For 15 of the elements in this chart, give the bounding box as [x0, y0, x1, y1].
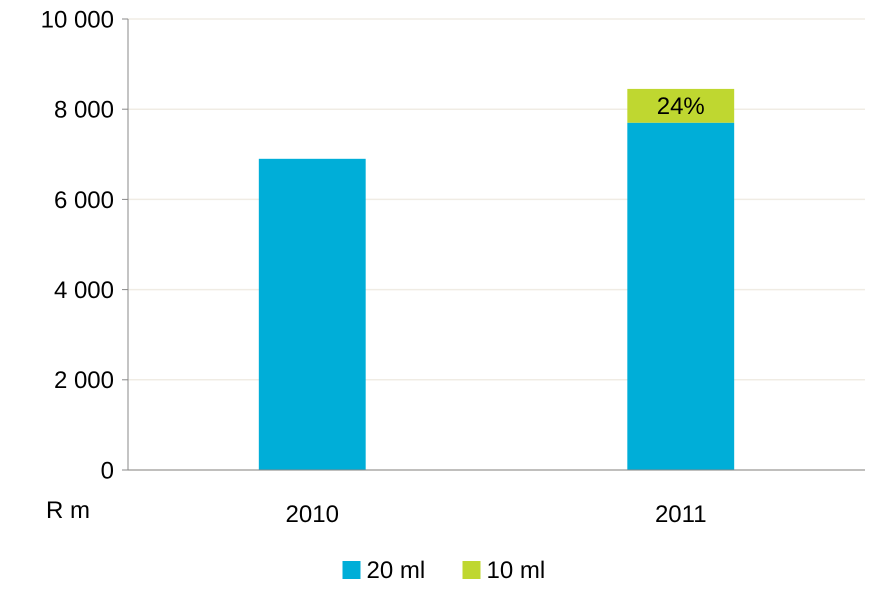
y-tick-label: 2 000: [54, 367, 114, 394]
y-tick-label: 8 000: [54, 96, 114, 124]
bar: [258, 158, 366, 470]
x-tick-label: 2010: [286, 501, 339, 528]
bar: [627, 88, 734, 123]
y-tick-label: 10 000: [40, 6, 114, 34]
annotation: 24%: [656, 93, 705, 120]
y-axis-title: R m: [46, 497, 90, 524]
y-tick-label: 4 000: [54, 277, 114, 304]
legend-label: 20 ml: [366, 557, 426, 584]
y-tick-label: 0: [100, 457, 114, 484]
x-tick-label: 2011: [654, 501, 707, 528]
bar: [627, 122, 734, 470]
y-tick-label: 6 000: [54, 186, 114, 214]
legend-label: 10 ml: [486, 557, 546, 584]
